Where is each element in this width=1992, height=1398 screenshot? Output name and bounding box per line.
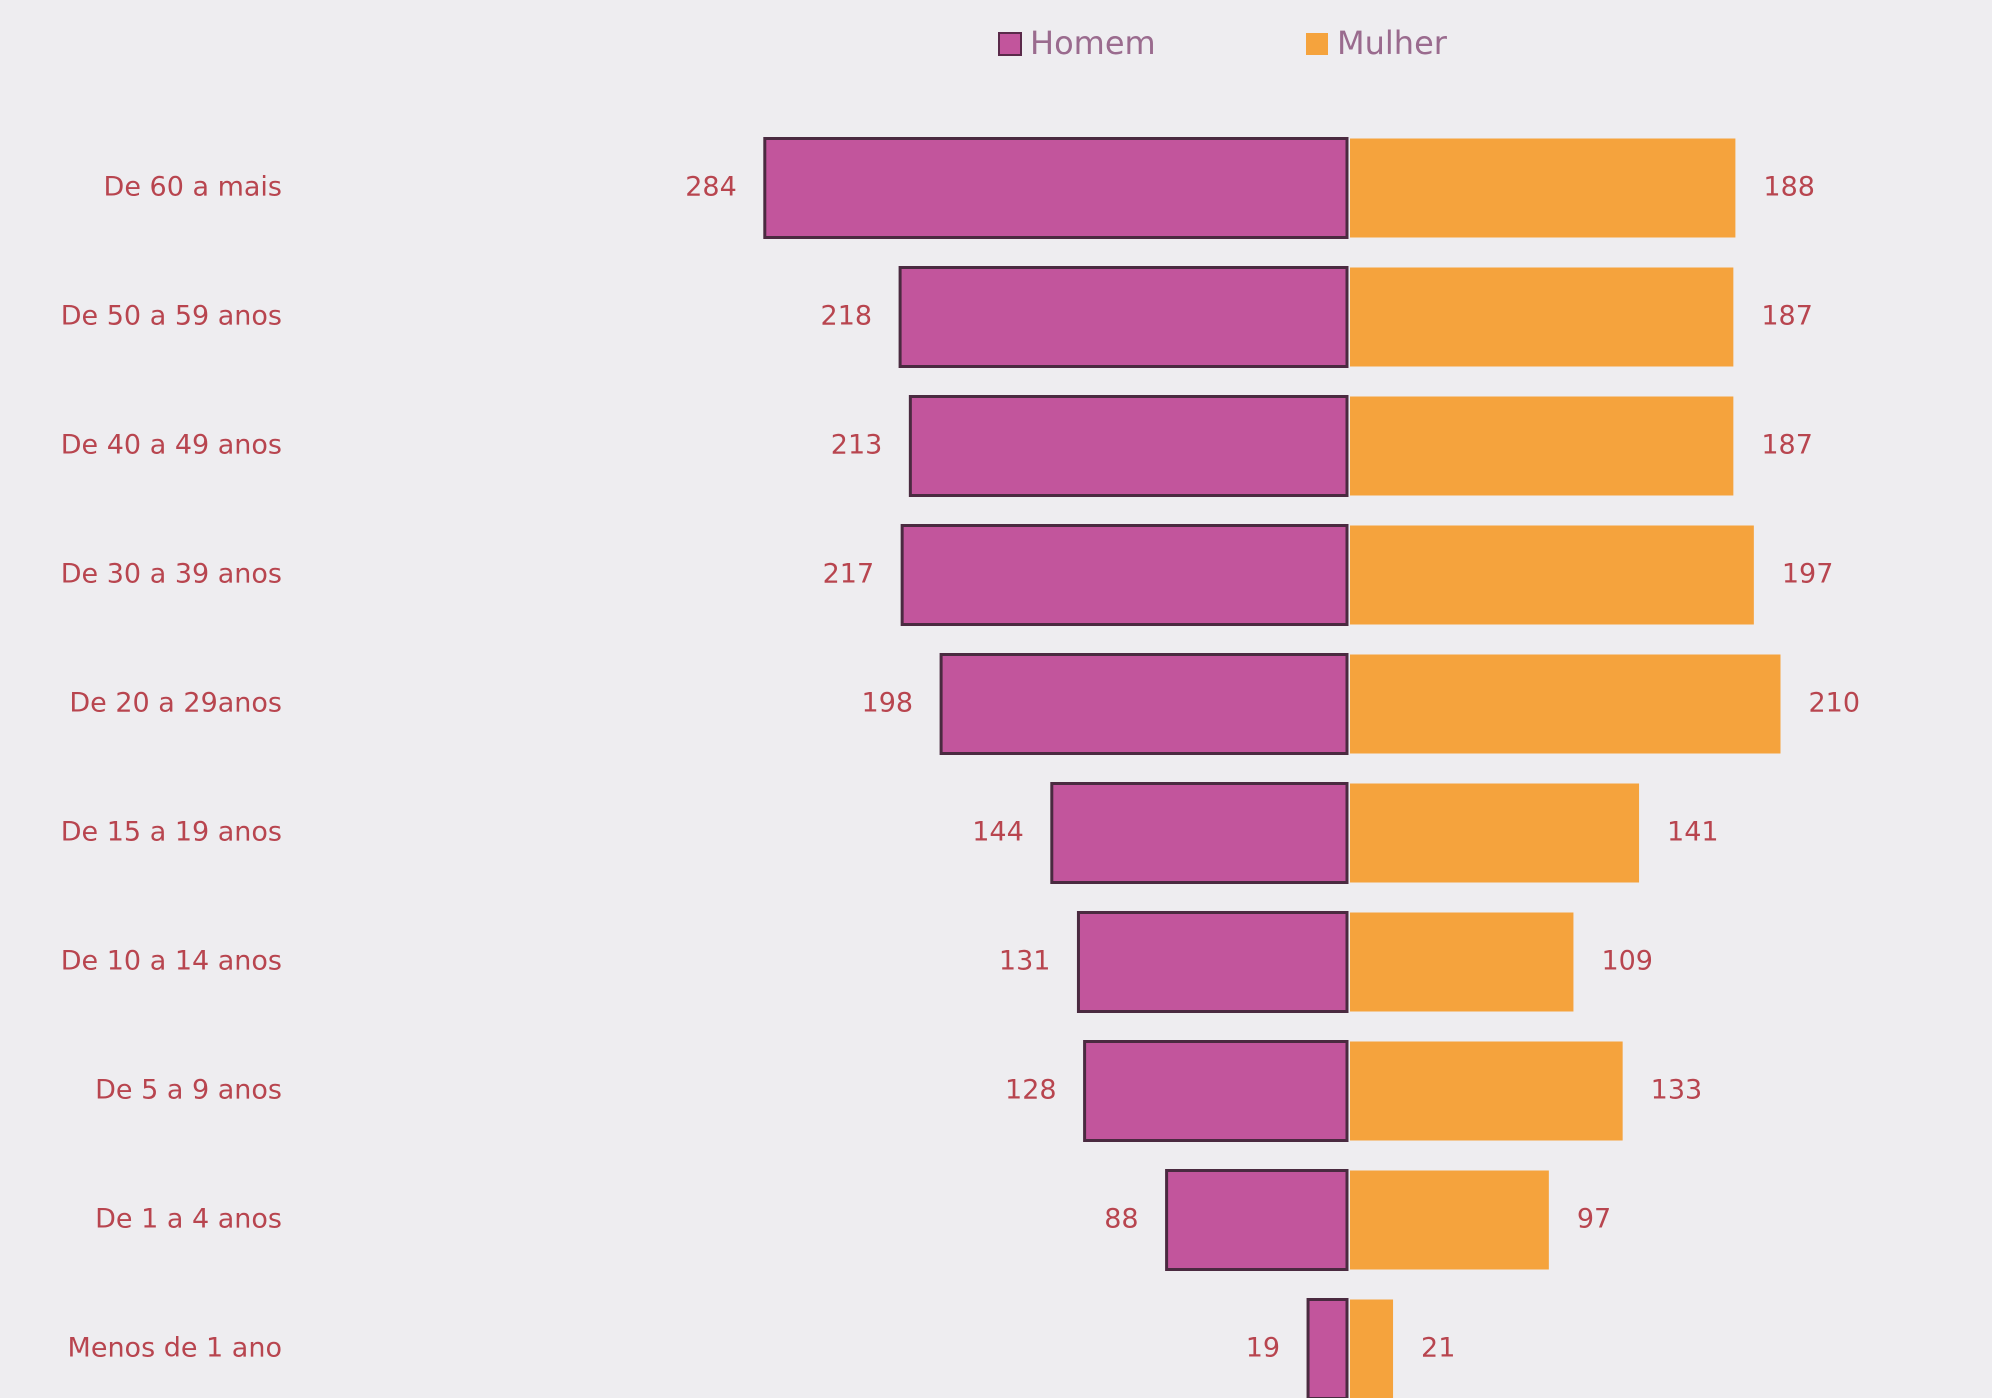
bar [1350,1170,1549,1270]
category-label: De 30 a 39 anos [61,559,282,590]
bar [1350,396,1734,496]
bar [1350,525,1754,625]
bar [1306,1298,1349,1398]
value-label: 218 [821,301,873,332]
bar [939,653,1349,755]
bar [1350,138,1736,238]
value-label: 197 [1782,559,1834,590]
category-label: De 50 a 59 anos [61,301,282,332]
category-label: De 10 a 14 anos [61,946,282,977]
value-label: 109 [1601,946,1653,977]
legend-swatch [998,32,1022,56]
value-label: 144 [972,817,1024,848]
category-label: Menos de 1 ano [68,1333,282,1364]
value-label: 128 [1005,1075,1057,1106]
value-label: 187 [1761,301,1813,332]
value-label: 210 [1809,688,1861,719]
legend-swatch [1306,33,1328,55]
bar [763,137,1349,239]
bar [1083,1040,1349,1142]
value-label: 19 [1246,1333,1280,1364]
value-label: 88 [1104,1204,1138,1235]
category-label: De 40 a 49 anos [61,430,282,461]
value-label: 188 [1763,172,1815,203]
bar [900,524,1349,626]
bar [1350,1299,1394,1398]
bar [1165,1169,1349,1271]
bar [1350,912,1574,1012]
value-label: 213 [831,430,883,461]
value-label: 131 [999,946,1051,977]
bar [1076,911,1349,1013]
category-label: De 1 a 4 anos [95,1204,282,1235]
bar [1350,783,1640,883]
value-label: 133 [1651,1075,1703,1106]
bar [1050,782,1349,884]
value-label: 141 [1667,817,1719,848]
bar [1350,1041,1623,1141]
bar [1350,267,1734,367]
bar [898,266,1349,368]
value-label: 198 [862,688,914,719]
value-label: 217 [823,559,875,590]
value-label: 284 [685,172,737,203]
bar [908,395,1349,497]
category-label: De 5 a 9 anos [95,1075,282,1106]
value-label: 97 [1577,1204,1611,1235]
category-label: De 15 a 19 anos [61,817,282,848]
legend-label: Mulher [1337,24,1448,62]
value-label: 187 [1761,430,1813,461]
category-label: De 60 a mais [104,172,282,203]
legend-label: Homem [1030,24,1156,62]
bar [1350,654,1781,754]
value-label: 21 [1421,1333,1455,1364]
category-label: De 20 a 29anos [69,688,282,719]
